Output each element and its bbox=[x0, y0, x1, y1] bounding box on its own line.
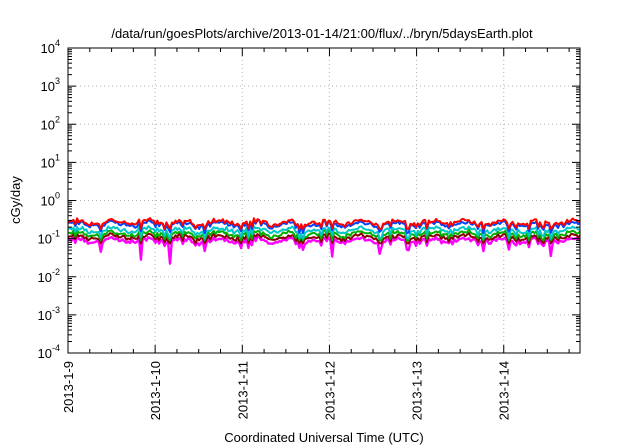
x-tick-label: 2013-1-12 bbox=[322, 361, 337, 420]
x-tick-label: 2013-1-10 bbox=[148, 361, 163, 420]
y-tick-exponent: -2 bbox=[52, 267, 60, 277]
y-tick-label: 10-1 bbox=[38, 229, 60, 247]
x-tick-label: 2013-1-13 bbox=[410, 361, 425, 420]
y-tick-label: 104 bbox=[41, 38, 60, 56]
y-tick-label: 100 bbox=[41, 191, 60, 209]
y-tick-base: 10 bbox=[38, 346, 52, 361]
x-tick-label: 2013-1-14 bbox=[497, 361, 512, 420]
series-line bbox=[67, 228, 581, 242]
y-tick-base: 10 bbox=[38, 270, 52, 285]
y-tick-exponent: 3 bbox=[55, 76, 60, 86]
x-axis-label: Coordinated Universal Time (UTC) bbox=[224, 430, 423, 445]
y-tick-exponent: 0 bbox=[55, 191, 60, 201]
y-tick-exponent: 4 bbox=[55, 38, 60, 48]
y-tick-base: 10 bbox=[41, 194, 55, 209]
series-line bbox=[67, 232, 581, 245]
y-tick-base: 10 bbox=[41, 41, 55, 56]
series-line bbox=[67, 219, 581, 235]
y-tick-label: 10-4 bbox=[38, 343, 60, 361]
y-tick-exponent: -1 bbox=[52, 229, 60, 239]
y-tick-label: 102 bbox=[41, 114, 60, 132]
y-tick-label: 101 bbox=[41, 152, 60, 170]
y-tick-label: 10-2 bbox=[38, 267, 60, 285]
y-tick-exponent: 1 bbox=[55, 152, 60, 162]
y-tick-base: 10 bbox=[38, 308, 52, 323]
x-tick-label: 2013-1-11 bbox=[235, 361, 250, 419]
y-axis-label: cGy/day bbox=[8, 176, 23, 224]
y-tick-label: 10-3 bbox=[38, 305, 60, 323]
series-line bbox=[67, 217, 581, 230]
y-tick-base: 10 bbox=[38, 232, 52, 247]
x-axis: 2013-1-9 2013-1-10 2013-1-11 2013-1-12 2013-… bbox=[61, 48, 570, 420]
series-line bbox=[67, 235, 581, 265]
y-tick-exponent: 2 bbox=[55, 114, 60, 124]
x-tick-label: 2013-1-9 bbox=[61, 361, 76, 413]
series-line bbox=[67, 225, 581, 240]
y-tick-base: 10 bbox=[41, 155, 55, 170]
y-tick-label: 103 bbox=[41, 76, 60, 94]
y-tick-base: 10 bbox=[41, 117, 55, 132]
series-group bbox=[67, 217, 581, 265]
chart-title: /data/run/goesPlots/archive/2013-01-14/2… bbox=[111, 26, 533, 41]
y-tick-base: 10 bbox=[41, 79, 55, 94]
y-tick-exponent: -3 bbox=[52, 305, 60, 315]
y-tick-exponent: -4 bbox=[52, 343, 60, 353]
grid bbox=[68, 48, 580, 353]
